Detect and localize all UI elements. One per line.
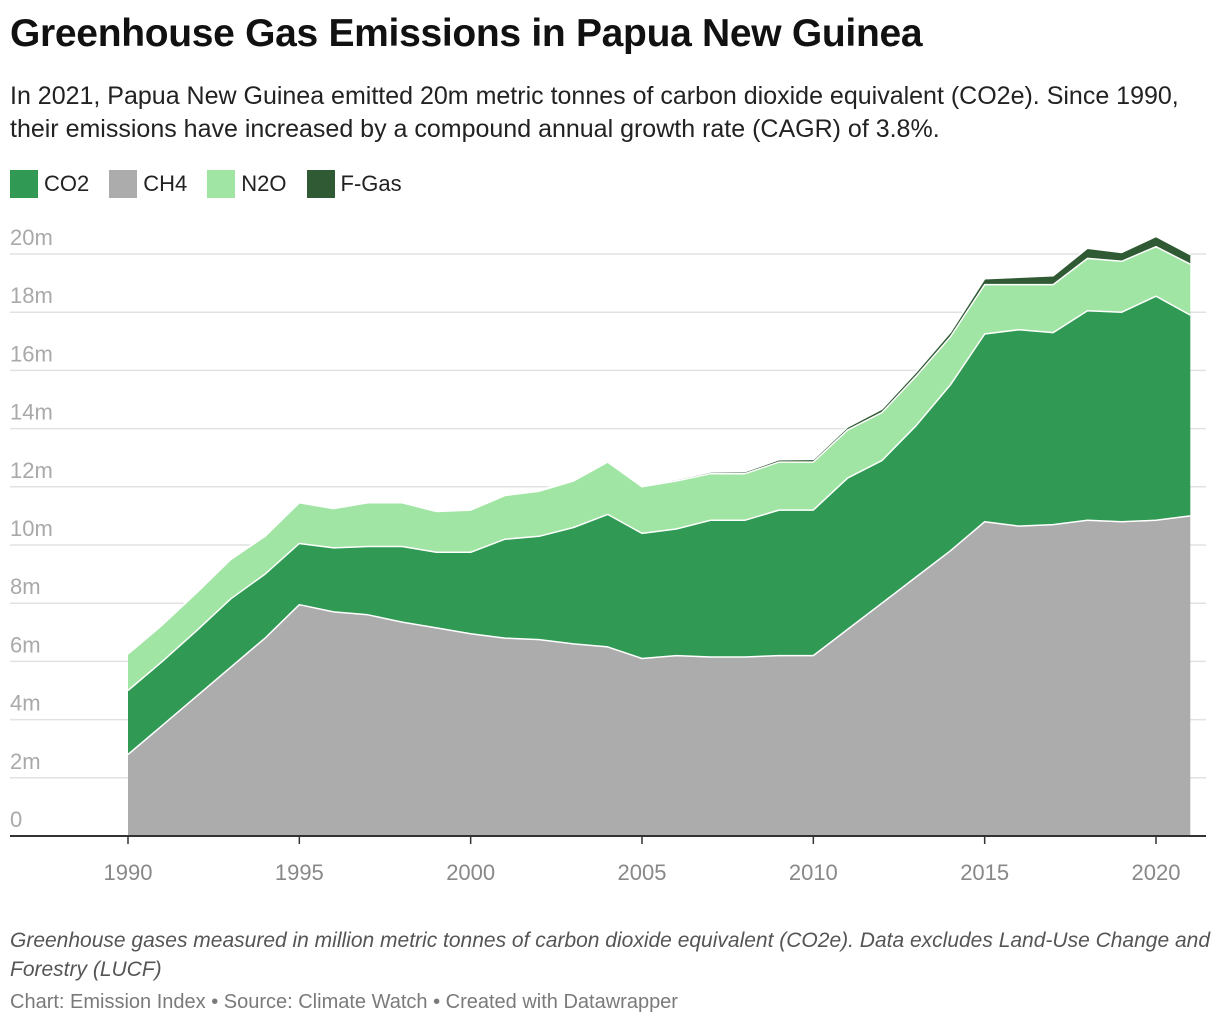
x-tick-label: 1995 — [275, 860, 324, 885]
legend-swatch-co2 — [10, 170, 38, 198]
legend-item-co2: CO2 — [10, 170, 89, 198]
footer-credit: Chart: Emission Index • Source: Climate … — [10, 991, 678, 1013]
stacked-areas — [127, 235, 1191, 836]
y-tick-label: 8m — [10, 574, 41, 599]
legend-label-ch4: CH4 — [143, 171, 188, 196]
area-chart: 0 2m 4m 6m 8m 10m 12m 14m 16m 18m 20m 1990 1995 2000 2… — [10, 225, 1206, 885]
area-ch4 — [128, 515, 1191, 836]
legend-item-ch4: CH4 — [109, 170, 187, 198]
legend-swatch-fgas — [306, 170, 335, 198]
x-tick-label: 2000 — [446, 860, 495, 885]
legend-label-fgas: F-Gas — [340, 171, 402, 196]
legend-swatch-n2o — [207, 170, 236, 198]
x-tick-label: 1990 — [104, 860, 153, 885]
series-boundary-ch4 — [127, 515, 1191, 756]
x-tick-label: 2010 — [789, 860, 838, 885]
y-tick-label: 6m — [10, 632, 41, 657]
legend-swatch-ch4 — [109, 170, 138, 198]
x-tick-label: 2020 — [1132, 860, 1181, 885]
area-co2 — [128, 296, 1191, 755]
y-tick-label: 16m — [10, 341, 53, 366]
chart-title: Greenhouse Gas Emissions in Papua New Gu… — [10, 12, 923, 55]
axes: 0 2m 4m 6m 8m 10m 12m 14m 16m 18m 20m 1990 1995 2000 2… — [10, 225, 1206, 885]
y-tick-label: 0 — [10, 807, 22, 832]
chart-subtitle: In 2021, Papua New Guinea emitted 20m me… — [10, 82, 1179, 143]
legend-item-n2o: N2O — [207, 170, 287, 198]
y-tick-label: 18m — [10, 283, 53, 308]
x-tick-label: 2015 — [960, 860, 1009, 885]
series-boundary-fgas — [127, 235, 1191, 655]
y-tick-label: 4m — [10, 691, 41, 716]
legend-label-n2o: N2O — [241, 171, 287, 196]
legend: CO2 CH4 N2O F-Gas — [10, 170, 422, 198]
x-tick-label: 2005 — [618, 860, 667, 885]
legend-label-co2: CO2 — [44, 171, 90, 196]
series-boundary-co2 — [127, 295, 1191, 692]
footer-note: Greenhouse gases measured in million met… — [10, 929, 1211, 981]
y-tick-label: 12m — [10, 458, 53, 483]
y-tick-label: 20m — [10, 225, 53, 250]
y-tick-label: 14m — [10, 400, 53, 425]
y-tick-label: 2m — [10, 749, 41, 774]
legend-item-fgas: F-Gas — [306, 170, 402, 198]
y-tick-label: 10m — [10, 516, 53, 541]
area-n2o — [128, 246, 1191, 691]
